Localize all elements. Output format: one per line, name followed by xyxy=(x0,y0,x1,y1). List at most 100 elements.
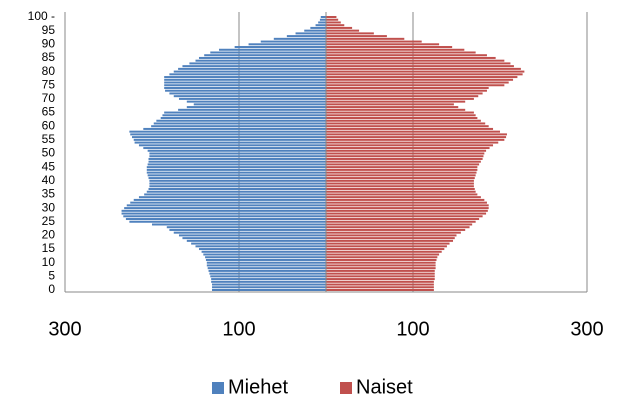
bar xyxy=(326,269,435,272)
bar xyxy=(326,171,477,174)
bar xyxy=(178,67,326,70)
bar xyxy=(326,187,475,190)
y-tick-label: 70 xyxy=(42,91,56,105)
bar xyxy=(193,103,326,106)
bar xyxy=(326,147,490,150)
bar xyxy=(326,248,445,251)
bar xyxy=(326,86,489,89)
bar xyxy=(326,182,474,185)
bar xyxy=(326,127,494,130)
y-tick-label: 20 xyxy=(42,228,56,242)
bar xyxy=(326,193,478,196)
bar xyxy=(326,108,466,111)
y-tick-label: 95 xyxy=(42,23,56,37)
bar xyxy=(182,237,326,240)
bar xyxy=(326,125,489,128)
bar xyxy=(326,201,487,204)
bar xyxy=(211,278,326,281)
y-tick-label: 25 xyxy=(42,214,56,228)
bar xyxy=(326,280,434,283)
bar xyxy=(326,114,476,117)
bar xyxy=(178,108,326,111)
bar xyxy=(326,56,496,59)
bar xyxy=(326,133,507,136)
bar xyxy=(326,111,474,114)
bar xyxy=(147,174,326,177)
bar xyxy=(304,29,326,32)
bar xyxy=(326,73,523,76)
bar xyxy=(326,264,436,267)
bar xyxy=(326,78,514,81)
bar xyxy=(218,48,326,51)
bar xyxy=(151,125,326,128)
bar xyxy=(212,289,326,291)
bar xyxy=(326,46,453,49)
bar xyxy=(234,46,326,49)
y-tick-label: 80 xyxy=(42,64,56,78)
bar xyxy=(326,256,438,259)
bar xyxy=(326,70,525,73)
bar xyxy=(326,141,499,144)
bar xyxy=(149,185,326,188)
y-tick-label: 30 xyxy=(42,200,56,214)
bar xyxy=(326,100,466,103)
bar xyxy=(286,35,326,38)
bar xyxy=(121,209,326,212)
bar xyxy=(173,70,326,73)
bar xyxy=(209,272,326,275)
bar xyxy=(326,130,500,133)
bar xyxy=(326,54,487,57)
legend-swatch xyxy=(340,382,352,394)
bar xyxy=(326,48,465,51)
bar xyxy=(326,21,341,24)
bar xyxy=(138,144,326,147)
bar xyxy=(144,193,326,196)
bar xyxy=(315,24,326,27)
bar xyxy=(164,76,326,79)
bar xyxy=(326,144,494,147)
bar xyxy=(121,212,326,215)
x-tick-label: 300 xyxy=(570,318,603,340)
bar xyxy=(326,122,486,125)
bar xyxy=(210,51,326,54)
bar xyxy=(326,26,353,29)
bar xyxy=(326,149,487,152)
bar xyxy=(195,245,326,248)
bar xyxy=(146,171,326,174)
bar xyxy=(326,239,454,242)
bar xyxy=(143,147,326,150)
legend-label: Naiset xyxy=(356,376,413,398)
bar xyxy=(149,179,326,182)
bar xyxy=(169,73,326,76)
bar xyxy=(326,272,435,275)
bar xyxy=(149,152,326,155)
bar xyxy=(164,111,326,114)
bar xyxy=(146,168,326,171)
bar xyxy=(326,198,485,201)
bar xyxy=(206,261,326,264)
bar xyxy=(148,157,326,160)
bar xyxy=(207,267,326,270)
bar xyxy=(326,196,481,199)
bar xyxy=(153,122,326,125)
bar xyxy=(326,32,374,35)
bar xyxy=(326,136,507,139)
bar xyxy=(195,59,326,62)
bar xyxy=(182,65,326,68)
x-tick-label: 100 xyxy=(396,318,429,340)
bar xyxy=(295,32,326,35)
y-tick-label: 85 xyxy=(42,50,56,64)
bar xyxy=(326,185,474,188)
bar xyxy=(326,117,478,120)
bar xyxy=(273,37,326,40)
bar xyxy=(148,187,326,190)
bar xyxy=(147,149,326,152)
bar xyxy=(326,76,518,79)
bar xyxy=(326,62,511,65)
bar xyxy=(326,212,487,215)
bar xyxy=(326,157,483,160)
bar xyxy=(326,35,387,38)
y-tick-label: 10 xyxy=(42,255,56,269)
